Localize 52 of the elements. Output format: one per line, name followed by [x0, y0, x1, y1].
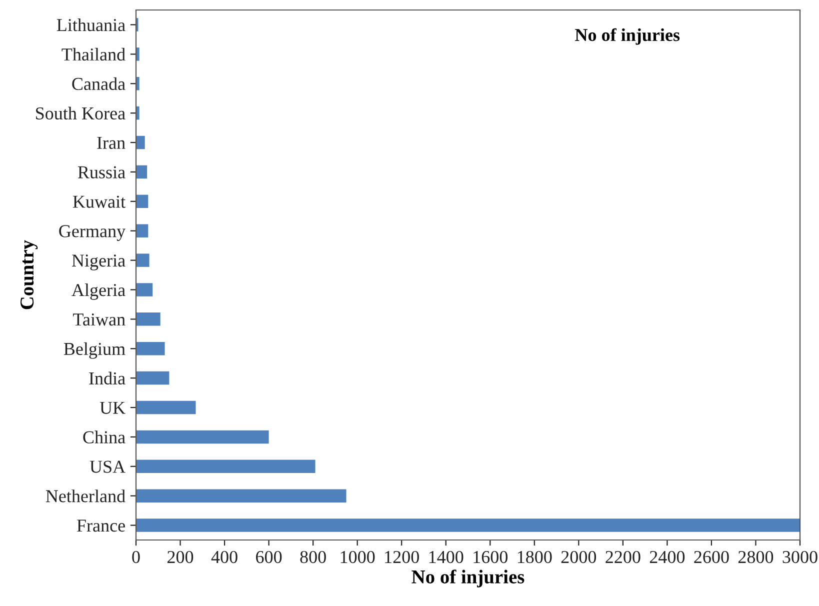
- x-tick-label: 0: [132, 550, 140, 564]
- y-tick-label: Taiwan: [73, 313, 126, 326]
- y-tick-label: Russia: [78, 166, 126, 178]
- x-tick-label: 2000: [561, 550, 596, 564]
- x-tick-label: 600: [256, 550, 282, 564]
- x-tick-label: 3000: [782, 550, 818, 564]
- bar: [136, 342, 165, 356]
- y-tick-label: Thailand: [62, 48, 126, 61]
- x-tick-label: 2200: [606, 550, 640, 564]
- y-tick-label: Iran: [97, 136, 126, 149]
- y-tick-label: USA: [90, 460, 126, 473]
- bar: [136, 224, 148, 238]
- x-tick-label: 1800: [518, 550, 552, 564]
- y-tick-label: China: [83, 430, 126, 444]
- bar: [136, 283, 153, 296]
- x-tick-label: 1600: [474, 550, 508, 564]
- bar: [136, 194, 148, 208]
- x-axis-title: No of injuries: [412, 570, 524, 588]
- bar: [136, 136, 145, 150]
- x-tick-label: 1400: [429, 550, 464, 564]
- bar: [136, 312, 160, 326]
- x-tick-label: 2400: [650, 550, 685, 564]
- x-tick-label: 2800: [738, 550, 774, 564]
- y-tick-label: Netherland: [46, 490, 126, 502]
- y-axis-title: Country: [20, 240, 38, 310]
- bar: [136, 489, 346, 502]
- y-tick-label: India: [89, 372, 126, 384]
- x-tick-label: 1200: [385, 550, 419, 564]
- bar: [136, 430, 269, 444]
- bar: [136, 254, 150, 267]
- x-tick-label: 200: [168, 550, 194, 564]
- y-tick-label: Canada: [72, 77, 126, 90]
- x-tick-label: 800: [300, 550, 326, 564]
- bar: [136, 48, 140, 61]
- y-tick-label: Lithuania: [56, 18, 126, 32]
- bar: [136, 460, 316, 474]
- y-tick-label: Germany: [59, 225, 126, 241]
- y-tick-label: Algeria: [72, 283, 126, 300]
- y-tick-label: Belgium: [64, 342, 126, 359]
- y-tick-label: South Korea: [36, 106, 126, 120]
- y-tick-label: France: [76, 520, 125, 532]
- bar: [136, 371, 170, 385]
- bar: [136, 400, 196, 414]
- y-tick-label: Kuwait: [72, 196, 126, 208]
- y-tick-label: Nigeria: [72, 254, 126, 270]
- bar: [136, 165, 148, 179]
- y-tick-label: UK: [100, 402, 126, 414]
- x-tick-label: 1000: [340, 550, 375, 564]
- bar: [136, 518, 800, 532]
- text: No of injuries: [575, 28, 680, 45]
- x-tick-label: 400: [211, 550, 238, 564]
- x-tick-label: 2600: [694, 550, 729, 564]
